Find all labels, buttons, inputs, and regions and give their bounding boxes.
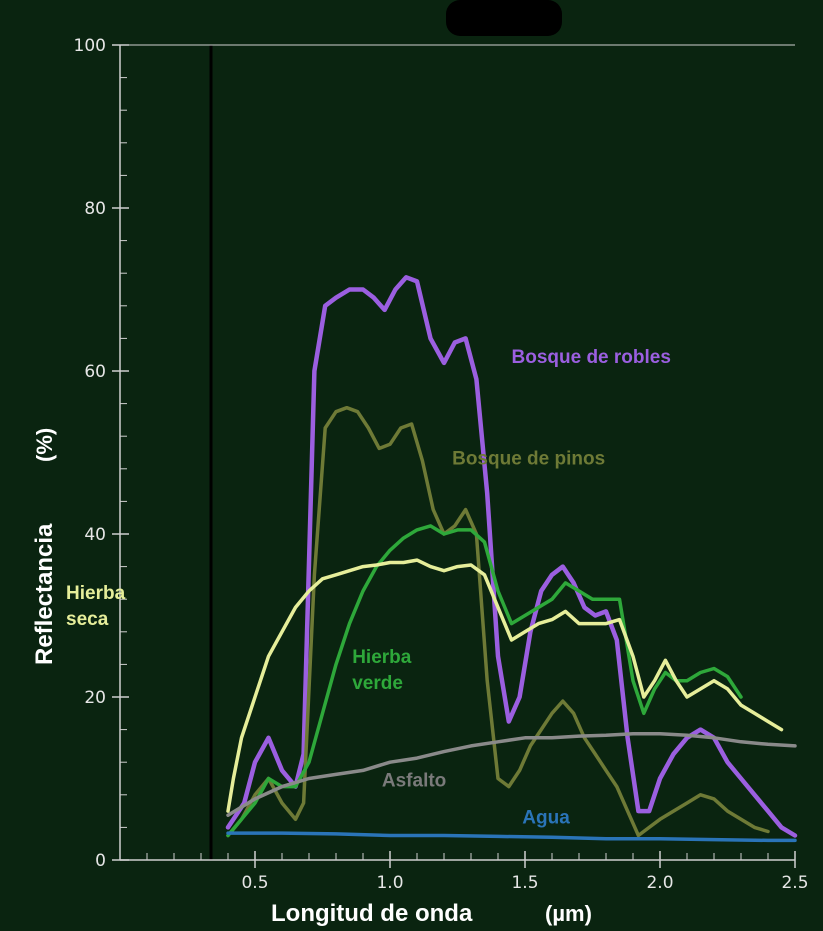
- x-axis-title-group: Longitud de onda (µm): [271, 900, 592, 927]
- series-line-hierba-seca: [226, 558, 784, 813]
- y-axis-unit: (%): [32, 428, 57, 462]
- labels-layer: Bosque de robles Bosque de pinos Hierba ver…: [66, 347, 671, 828]
- y-tick-label: 100: [74, 36, 106, 56]
- x-tick-label: 2.0: [646, 873, 673, 893]
- series-label-bosque-de-pinos: Bosque de pinos: [452, 449, 605, 470]
- series-label-bosque-de-robles: Bosque de robles: [512, 347, 671, 368]
- series-label-asfalto: Asfalto: [382, 771, 446, 792]
- series-line-bosque-de-pinos: [226, 405, 770, 838]
- y-tick-label: 40: [84, 525, 106, 545]
- y-tick-label: 0: [95, 851, 106, 871]
- x-tick-label: 2.5: [781, 873, 808, 893]
- y-axis-title: Reflectancia: [31, 523, 58, 665]
- x-tick-label: 1.5: [511, 873, 538, 893]
- series-label-agua: Agua: [522, 807, 570, 828]
- series-label-hierba-verde: Hierba verde: [352, 647, 412, 694]
- y-axis-title-group: Reflectancia (%): [31, 428, 58, 665]
- x-tick-label: 0.5: [241, 873, 268, 893]
- y-tick-label: 80: [84, 199, 106, 219]
- axes: 0 20 40 60 80 100 0.5 1.0 1.5 2.0 2.5: [74, 36, 809, 893]
- x-axis-unit: (µm): [545, 901, 592, 926]
- series-line-hierba-verde: [226, 524, 743, 838]
- y-tick-label: 60: [84, 362, 106, 382]
- series-line-asfalto: [226, 731, 797, 817]
- series-line-bosque-de-robles: [225, 275, 798, 838]
- x-axis-title: Longitud de onda: [271, 900, 473, 927]
- series-layer: [225, 275, 798, 843]
- series-label-hierba-seca: Hierba seca: [66, 583, 126, 630]
- top-tab-decoration: [446, 0, 562, 36]
- x-tick-label: 1.0: [376, 873, 403, 893]
- y-tick-label: 20: [84, 688, 106, 708]
- series-line-agua: [226, 831, 797, 843]
